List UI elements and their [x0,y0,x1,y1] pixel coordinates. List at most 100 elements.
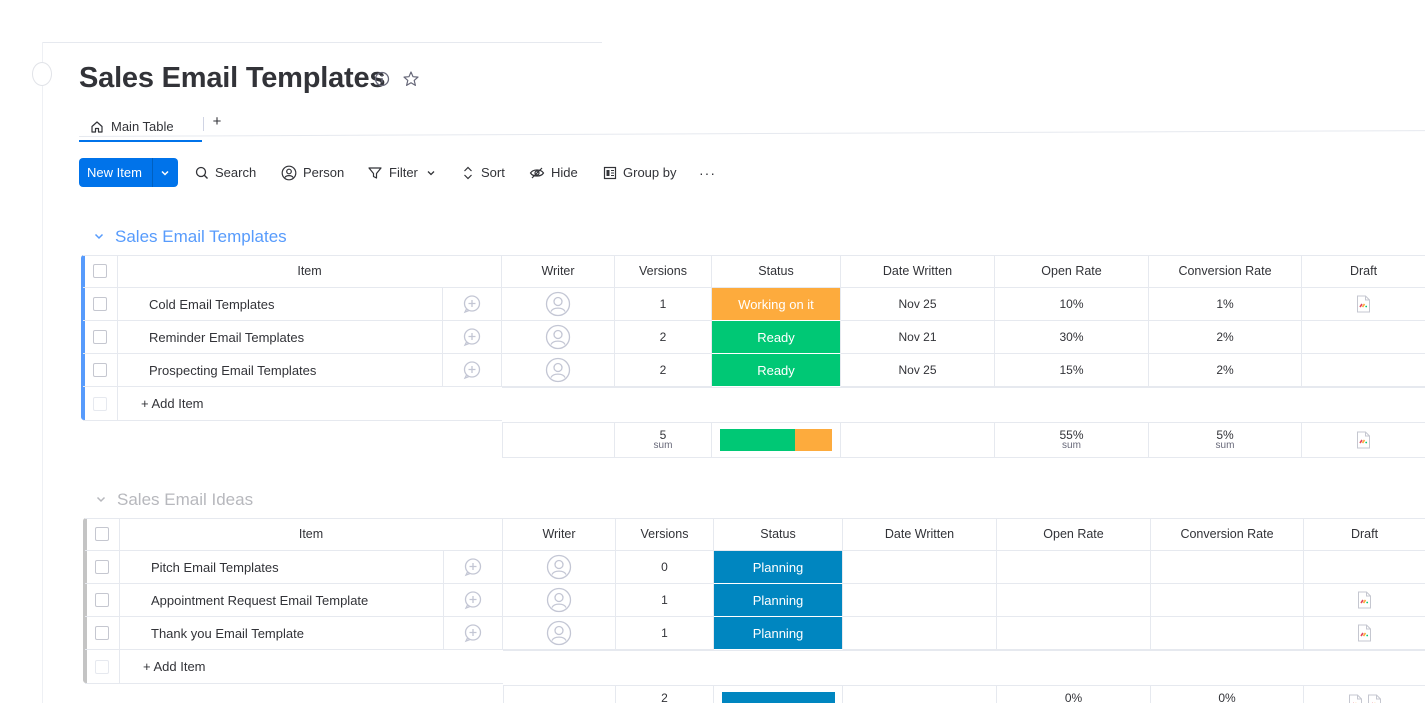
date-cell[interactable]: Nov 25 [841,354,995,387]
row-checkbox[interactable] [95,560,109,574]
sort-button[interactable]: Sort [461,158,505,187]
column-header-status[interactable]: Status [714,518,843,551]
item-name[interactable]: Prospecting Email Templates [149,363,317,378]
item-name[interactable]: Reminder Email Templates [149,330,305,345]
file-icon[interactable] [1357,591,1372,609]
open-rate-cell[interactable]: 15% [995,354,1149,387]
versions-cell[interactable]: 1 [616,584,714,617]
collapse-sidebar-handle[interactable] [32,62,52,86]
writer-cell[interactable] [503,584,616,617]
item-cell[interactable] [118,354,502,387]
status-distribution-bar[interactable] [719,428,833,451]
writer-cell[interactable] [503,617,616,650]
draft-cell[interactable] [1302,288,1425,321]
item-cell[interactable] [120,551,503,584]
group-by-button[interactable]: Group by [603,158,676,187]
conversion-rate-cell[interactable]: 1% [1149,288,1302,321]
date-cell[interactable] [843,617,997,650]
more-options-button[interactable]: ··· [699,164,716,181]
filter-button[interactable]: Filter [367,158,436,187]
row-checkbox[interactable] [95,593,109,607]
conversion-rate-cell[interactable] [1151,617,1304,650]
draft-summary-cell[interactable] [1304,685,1425,703]
item-name[interactable]: Pitch Email Templates [151,560,279,575]
date-cell[interactable] [843,584,997,617]
group-title[interactable]: Sales Email Ideas [117,490,254,509]
column-header-item[interactable]: Item [118,255,502,288]
add-update-icon[interactable] [463,557,483,577]
draft-cell[interactable] [1302,321,1425,354]
search-button[interactable]: Search [195,158,256,187]
writer-cell[interactable] [503,551,616,584]
conversion-rate-cell[interactable]: 2% [1149,321,1302,354]
select-all-checkbox[interactable] [95,527,109,541]
date-cell[interactable]: Nov 21 [841,321,995,354]
column-header-status[interactable]: Status [712,255,841,288]
draft-summary-cell[interactable] [1302,422,1425,458]
column-header-conversion-rate[interactable]: Conversion Rate [1151,518,1304,551]
column-header-conversion-rate[interactable]: Conversion Rate [1149,255,1302,288]
file-icon[interactable] [1356,431,1371,449]
item-name[interactable]: Thank you Email Template [151,626,304,641]
tab-main-table[interactable]: Main Table [79,113,202,142]
status-summary-cell[interactable] [714,685,843,703]
item-cell[interactable] [118,321,502,354]
draft-cell[interactable] [1304,617,1425,650]
writer-cell[interactable] [502,321,615,354]
file-icon[interactable] [1348,694,1363,703]
status-cell[interactable]: Planning [714,617,843,650]
new-item-button[interactable]: New Item [79,158,178,187]
chevron-down-icon[interactable] [153,158,178,187]
add-update-icon[interactable] [462,360,482,380]
select-all-checkbox[interactable] [93,264,107,278]
versions-cell[interactable]: 1 [616,617,714,650]
column-header-date-written[interactable]: Date Written [843,518,997,551]
versions-cell[interactable]: 2 [615,321,712,354]
writer-cell[interactable] [502,288,615,321]
person-filter-button[interactable]: Person [281,158,344,187]
add-item-button[interactable]: + Add Item [141,396,204,411]
item-cell[interactable] [120,584,503,617]
row-checkbox[interactable] [93,297,107,311]
add-item-button[interactable]: + Add Item [143,659,206,674]
column-header-versions[interactable]: Versions [615,255,712,288]
item-name[interactable]: Cold Email Templates [149,297,275,312]
chevron-down-icon[interactable] [426,168,436,178]
file-icon[interactable] [1367,694,1382,703]
status-cell[interactable]: Working on it [712,288,841,321]
status-cell[interactable]: Planning [714,551,843,584]
column-header-writer[interactable]: Writer [502,255,615,288]
column-header-versions[interactable]: Versions [616,518,714,551]
column-header-item[interactable]: Item [120,518,503,551]
item-cell[interactable] [118,288,502,321]
open-rate-cell[interactable]: 30% [995,321,1149,354]
group-header[interactable]: Sales Email Ideas [95,490,253,510]
column-header-open-rate[interactable]: Open Rate [997,518,1151,551]
add-update-icon[interactable] [462,327,482,347]
column-header-open-rate[interactable]: Open Rate [995,255,1149,288]
date-cell[interactable]: Nov 25 [841,288,995,321]
versions-cell[interactable]: 1 [615,288,712,321]
file-icon[interactable] [1356,295,1371,313]
status-cell[interactable]: Ready [712,354,841,387]
draft-cell[interactable] [1304,551,1425,584]
new-item-label[interactable]: New Item [79,158,153,187]
info-icon[interactable] [373,70,391,88]
date-cell[interactable] [843,551,997,584]
star-icon[interactable] [402,70,420,88]
versions-cell[interactable]: 2 [615,354,712,387]
add-update-icon[interactable] [462,294,482,314]
open-rate-cell[interactable] [997,584,1151,617]
item-name[interactable]: Appointment Request Email Template [151,593,369,608]
chevron-down-icon[interactable] [93,227,105,247]
hide-button[interactable]: Hide [529,158,578,187]
column-header-date-written[interactable]: Date Written [841,255,995,288]
group-title[interactable]: Sales Email Templates [115,227,287,246]
add-view-button[interactable]: + [212,113,222,130]
draft-cell[interactable] [1304,584,1425,617]
row-checkbox[interactable] [93,330,107,344]
file-icon[interactable] [1357,624,1372,642]
add-update-icon[interactable] [463,590,483,610]
column-header-draft[interactable]: Draft [1302,255,1425,288]
conversion-rate-cell[interactable]: 2% [1149,354,1302,387]
